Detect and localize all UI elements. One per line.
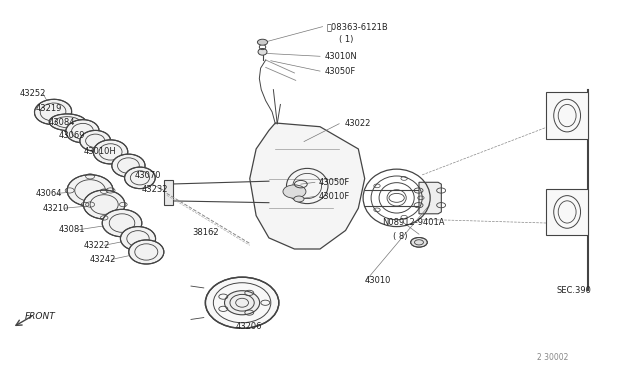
Text: 43222: 43222 [84, 241, 110, 250]
Ellipse shape [67, 175, 113, 206]
Text: 2 30002: 2 30002 [537, 353, 568, 362]
Text: 43022: 43022 [344, 119, 371, 128]
Text: 38162: 38162 [192, 228, 219, 237]
Ellipse shape [129, 240, 164, 264]
Ellipse shape [205, 277, 279, 328]
Ellipse shape [83, 190, 125, 219]
Text: SEC.390: SEC.390 [556, 286, 591, 295]
Circle shape [294, 196, 304, 202]
Polygon shape [419, 182, 442, 214]
Text: 43242: 43242 [90, 255, 116, 264]
Text: ( 8): ( 8) [394, 231, 408, 241]
Text: 43206: 43206 [236, 321, 262, 331]
Text: 43050F: 43050F [324, 67, 356, 76]
Text: 43010: 43010 [365, 276, 391, 285]
Ellipse shape [120, 227, 156, 251]
Text: 43010H: 43010H [84, 147, 116, 156]
Ellipse shape [112, 154, 145, 177]
Ellipse shape [66, 120, 99, 142]
Text: FRONT: FRONT [25, 312, 56, 321]
Text: 43010F: 43010F [319, 192, 350, 201]
Ellipse shape [35, 99, 72, 125]
Text: 43084: 43084 [49, 118, 75, 127]
Text: 43252: 43252 [20, 89, 46, 98]
FancyBboxPatch shape [546, 189, 588, 235]
Text: 43070: 43070 [135, 171, 161, 180]
Text: 43064: 43064 [36, 189, 62, 198]
FancyBboxPatch shape [546, 92, 588, 139]
Polygon shape [250, 123, 365, 249]
Text: ( 1): ( 1) [339, 35, 353, 44]
Text: 43219: 43219 [36, 104, 62, 113]
Text: Ⓝ08363-6121B: Ⓝ08363-6121B [326, 22, 388, 31]
Ellipse shape [49, 114, 86, 131]
Circle shape [411, 237, 428, 247]
Text: 43232: 43232 [141, 185, 168, 194]
Ellipse shape [258, 48, 267, 55]
Ellipse shape [80, 131, 111, 151]
Ellipse shape [93, 140, 128, 164]
Text: 43069: 43069 [58, 131, 84, 141]
Ellipse shape [125, 167, 156, 189]
Ellipse shape [102, 209, 142, 237]
Polygon shape [164, 180, 173, 205]
Text: 43050F: 43050F [319, 178, 350, 187]
Circle shape [257, 39, 268, 45]
Text: 43081: 43081 [58, 225, 84, 234]
Text: N08912-9401A: N08912-9401A [383, 218, 445, 227]
Text: 43010N: 43010N [324, 52, 357, 61]
Text: 43210: 43210 [42, 204, 68, 213]
Circle shape [283, 185, 306, 198]
Ellipse shape [225, 291, 260, 315]
